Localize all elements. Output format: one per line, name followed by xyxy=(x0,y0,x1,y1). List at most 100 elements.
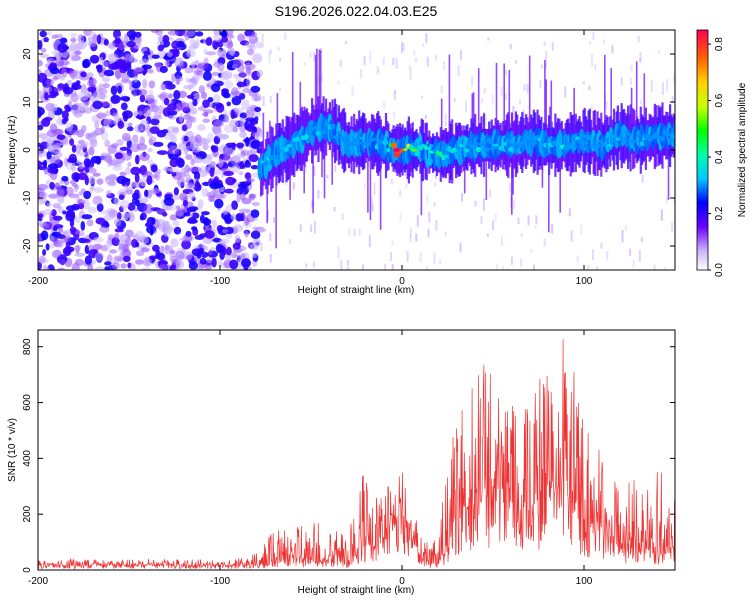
heatmap-cell xyxy=(49,62,57,69)
heatmap-cell xyxy=(193,171,201,181)
heatmap-cell xyxy=(292,182,295,190)
heatmap-cell xyxy=(493,143,499,147)
heatmap-cell xyxy=(38,40,43,50)
heatmap-cell xyxy=(495,263,498,270)
heatmap-cell xyxy=(139,152,150,162)
heatmap-cell xyxy=(393,90,396,101)
heatmap-cell xyxy=(88,40,98,47)
heatmap-cell xyxy=(510,256,513,265)
heatmap-cell xyxy=(595,143,601,149)
heatmap-cell xyxy=(213,33,222,42)
heatmap-cell xyxy=(458,144,464,148)
heatmap-cell xyxy=(323,143,326,199)
heatmap-cell xyxy=(639,98,642,105)
heatmap-cell xyxy=(176,176,185,187)
heatmap-cell xyxy=(52,215,63,221)
heatmap-cell xyxy=(481,140,487,145)
heatmap-cell xyxy=(128,122,133,127)
heatmap-cell xyxy=(185,77,191,84)
heatmap-cell xyxy=(344,144,351,149)
heatmap-cell xyxy=(245,136,250,147)
heatmap-cell xyxy=(229,119,239,128)
heatmap-cell xyxy=(121,73,130,83)
heatmap-cell xyxy=(284,146,289,153)
heatmap-cell xyxy=(492,220,494,231)
snr-series-line xyxy=(38,339,675,570)
heatmap-cell xyxy=(172,258,178,266)
heatmap-cell xyxy=(399,190,402,197)
heatmap-cell xyxy=(208,249,213,255)
heatmap-cell xyxy=(105,110,111,117)
colorbar: 0.0 0.2 0.4 0.6 0.8 Normalized spectral ampl… xyxy=(696,29,748,277)
heatmap-cell xyxy=(172,220,180,227)
heatmap-cell xyxy=(588,85,591,91)
heatmap-cell xyxy=(186,145,191,152)
heatmap-cell xyxy=(183,212,191,217)
heatmap-cell xyxy=(202,137,208,144)
heatmap-cell xyxy=(226,246,232,256)
heatmap-cell xyxy=(317,189,320,199)
heatmap-cell xyxy=(220,30,228,37)
heatmap-cell xyxy=(55,52,62,60)
heatmap-cell xyxy=(152,141,164,147)
heatmap-cell xyxy=(211,219,217,229)
heatmap-cell xyxy=(126,126,134,132)
heatmap-cell xyxy=(81,125,87,133)
heatmap-cell xyxy=(93,91,99,96)
heatmap-marks xyxy=(38,30,675,270)
heatmap-cell xyxy=(98,57,103,63)
heatmap-cell xyxy=(136,143,148,151)
heatmap-cell xyxy=(202,112,209,117)
heatmap-cell xyxy=(95,155,102,165)
heatmap-cell xyxy=(262,184,265,189)
heatmap-cell xyxy=(38,184,48,191)
heatmap-cell xyxy=(505,138,510,144)
heatmap-cell xyxy=(289,238,292,245)
heatmap-cell xyxy=(667,155,670,200)
heatmap-cell xyxy=(95,217,106,225)
heatmap-cell xyxy=(92,172,101,177)
snr-xtick-label: 0 xyxy=(399,576,405,587)
heatmap-cell xyxy=(252,226,259,231)
heatmap-cell xyxy=(136,250,145,257)
heatmap-cell xyxy=(209,189,221,195)
heatmap-cell xyxy=(74,216,81,223)
snr-ytick-label: 0 xyxy=(22,567,33,573)
heatmap-cell xyxy=(246,178,255,183)
heatmap-cell xyxy=(559,167,561,213)
heatmap-cell xyxy=(382,140,389,145)
heatmap-cell xyxy=(52,91,59,97)
heatmap-cell xyxy=(235,254,245,259)
heatmap-cell xyxy=(147,159,154,165)
heatmap-cell xyxy=(204,230,215,239)
heatmap-cell xyxy=(179,237,190,242)
heatmap-cell xyxy=(229,259,239,270)
heatmap-cell xyxy=(483,88,486,94)
heatmap-cell xyxy=(384,263,387,270)
heatmap-cell xyxy=(363,56,366,66)
heatmap-cell xyxy=(501,141,508,146)
heatmap-cell xyxy=(251,32,257,37)
colorbar-tick-label: 0.6 xyxy=(714,93,725,107)
heatmap-cell xyxy=(160,245,165,254)
heatmap-cell xyxy=(427,228,430,238)
heatmap-cell xyxy=(610,133,615,139)
heatmap-cell xyxy=(319,50,322,106)
heatmap-cell xyxy=(68,193,80,199)
heatmap-cell xyxy=(403,148,408,152)
heatmap-cell xyxy=(638,249,641,262)
heatmap-cell xyxy=(582,81,585,85)
heatmap-cell xyxy=(424,114,427,119)
heatmap-cell xyxy=(38,72,48,83)
heatmap-cell xyxy=(513,200,516,210)
heatmap-cell xyxy=(189,38,196,48)
heatmap-cell xyxy=(382,57,385,66)
heatmap-cell xyxy=(246,48,255,56)
heatmap-cell xyxy=(472,141,479,147)
heatmap-cell xyxy=(121,152,132,161)
heatmap-cell xyxy=(250,209,260,218)
heatmap-cell xyxy=(627,133,633,137)
heatmap-cell xyxy=(337,80,340,85)
heatmap-cell xyxy=(541,158,544,188)
heatmap-cell xyxy=(42,208,53,215)
